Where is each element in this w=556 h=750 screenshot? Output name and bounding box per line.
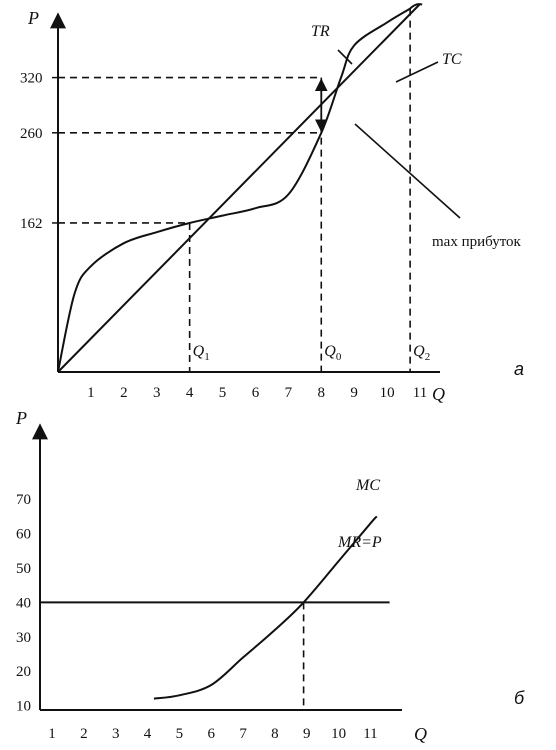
chart-a-x-tick-8: 8 — [318, 385, 326, 401]
chart-a-x-tick-3: 3 — [153, 385, 161, 401]
chart-b-x-tick-3: 3 — [112, 726, 120, 742]
chart-b-x-axis-label: Q — [414, 724, 427, 744]
chart-b-panel-label: б — [514, 688, 525, 708]
chart-a-series-label-tr: TR — [311, 23, 330, 40]
chart-a-leader-tc — [395, 61, 439, 83]
chart-a-y-tick-320: 320 — [20, 71, 43, 87]
chart-a-marker-label-2: Q2 — [413, 343, 430, 363]
chart-a-x-tick-10: 10 — [380, 385, 395, 401]
chart-b-y-tick-60: 60 — [16, 527, 31, 543]
chart-a-y-tick-260: 260 — [20, 126, 43, 142]
chart-b-y-axis-label: P — [15, 408, 27, 428]
chart-a-x-tick-2: 2 — [120, 385, 128, 401]
chart-a-x-tick-11: 11 — [413, 385, 427, 401]
chart-b-x-tick-8: 8 — [271, 726, 279, 742]
chart-a-x-axis-label: Q — [432, 384, 445, 404]
chart-b-x-tick-5: 5 — [176, 726, 184, 742]
chart-a-x-tick-7: 7 — [285, 385, 293, 401]
chart-a-x-tick-5: 5 — [219, 385, 227, 401]
chart-a-annotation: max прибуток — [432, 234, 522, 250]
chart-b-y-tick-10: 10 — [16, 699, 31, 715]
chart-b-series-label-mr: MR=P — [337, 534, 382, 551]
chart-b-y-tick-70: 70 — [16, 492, 31, 508]
chart-a-x-tick-9: 9 — [350, 385, 358, 401]
chart-b-series-mc — [153, 515, 378, 700]
chart-a-series-tc — [57, 7, 411, 373]
chart-a-max-profit-pointer — [354, 123, 461, 219]
chart-b-y-tick-20: 20 — [16, 664, 31, 680]
chart-b-x-tick-11: 11 — [363, 726, 377, 742]
chart-a-panel-label: а — [514, 359, 524, 379]
chart-a-y-tick-162: 162 — [20, 216, 43, 232]
chart-b-x-tick-2: 2 — [80, 726, 88, 742]
chart-a-x-tick-4: 4 — [186, 385, 194, 401]
chart-b-y-tick-50: 50 — [16, 561, 31, 577]
chart-a-series-label-tc: TC — [442, 51, 462, 68]
chart-b-x-tick-7: 7 — [239, 726, 247, 742]
chart-a-marker-label-0: Q1 — [193, 343, 210, 363]
chart-b-y-tick-30: 30 — [16, 630, 31, 646]
chart-a-marker-label-1: Q0 — [324, 343, 342, 363]
chart-b-y-tick-40: 40 — [16, 595, 31, 611]
chart-b-x-tick-4: 4 — [144, 726, 152, 742]
chart-b-x-tick-1: 1 — [48, 726, 56, 742]
chart-b-x-tick-6: 6 — [207, 726, 215, 742]
chart-a-y-axis-label: P — [27, 8, 39, 28]
chart-b-series-label-mc: MC — [355, 477, 380, 494]
chart-b-x-tick-9: 9 — [303, 726, 311, 742]
chart-a-x-tick-1: 1 — [87, 385, 95, 401]
chart-b: P Q б 1 2 3 4 5 6 7 8 9 10 11 10 20 30 40 50 60 70 MC MR=… — [15, 408, 525, 744]
chart-a-x-tick-6: 6 — [252, 385, 260, 401]
chart-a-series-tc-end — [409, 3, 423, 10]
chart-a: P Q а 1 2 3 4 5 6 7 8 9 10 11 162 260 320 TR TC Q1 Q0 Q2… — [20, 3, 524, 404]
chart-a-series-tr — [57, 3, 421, 373]
chart-b-x-tick-10: 10 — [331, 726, 346, 742]
chart-a-leader-tr — [337, 49, 353, 65]
